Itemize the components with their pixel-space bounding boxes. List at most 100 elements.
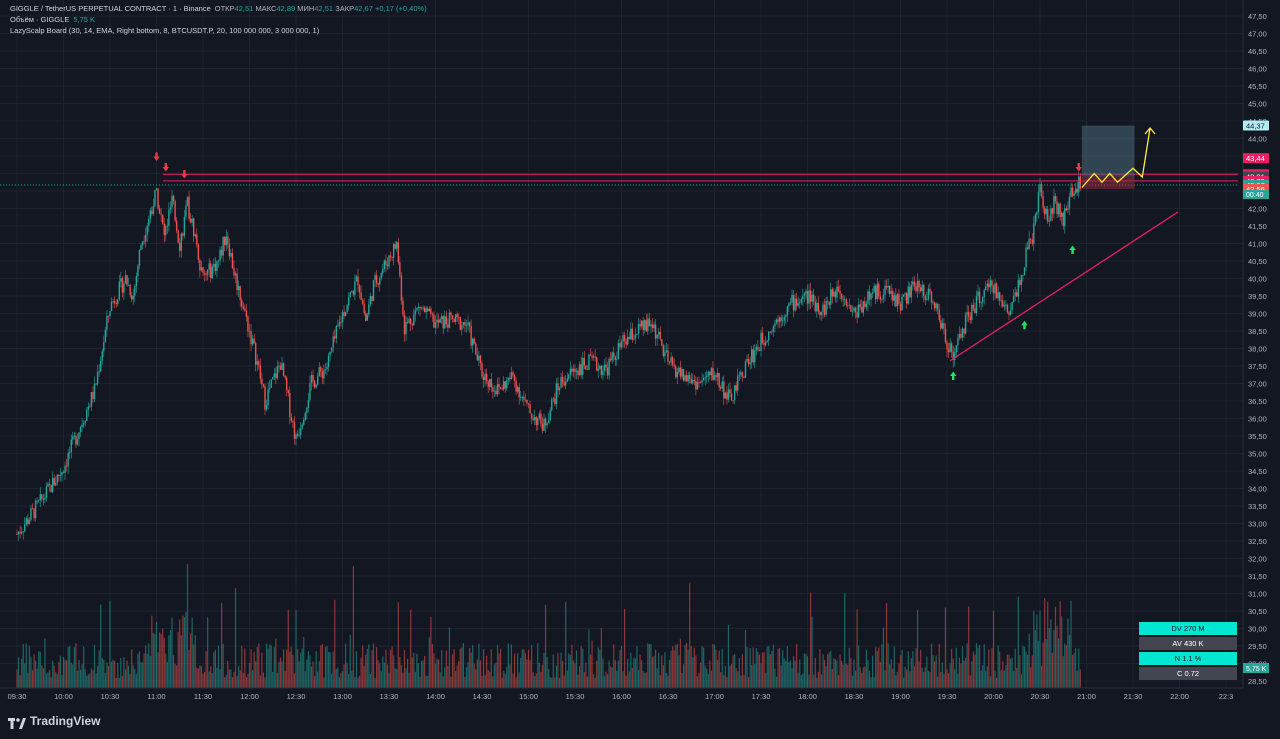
candle-body <box>603 364 606 371</box>
volume-bar <box>1040 665 1043 688</box>
symbol-title[interactable]: GIGGLE / TetherUS PERPETUAL CONTRACT · 1… <box>10 4 211 13</box>
volume-bar <box>526 659 528 688</box>
candle-body <box>561 377 564 383</box>
candle-body <box>400 275 403 301</box>
tradingview-logo[interactable]: TradingView <box>8 714 100 729</box>
volume-bar <box>335 668 337 688</box>
candle-body <box>707 371 709 376</box>
candle-body <box>1042 195 1044 208</box>
candle-body <box>81 424 83 428</box>
volume-bar <box>841 660 843 688</box>
candle-body <box>572 368 575 372</box>
volume-bar <box>636 646 638 688</box>
candle-body <box>219 249 221 261</box>
volume-bar <box>655 649 657 688</box>
candle-body <box>878 283 880 297</box>
volume-bar <box>292 654 294 688</box>
time-tick-label: 15:30 <box>566 692 585 701</box>
indicator-legend[interactable]: LazyScalp Board (30, 14, EMA, Right bott… <box>10 26 320 35</box>
candle-body <box>924 296 926 300</box>
price-tick-label: 38,00 <box>1248 345 1267 354</box>
volume-bar <box>121 675 123 688</box>
volume-bar <box>396 669 398 688</box>
candle-body <box>1016 292 1018 297</box>
volume-bar <box>617 660 619 688</box>
candle-body <box>1011 301 1013 311</box>
volume-bar <box>495 663 497 688</box>
price-tick-label: 29,50 <box>1248 642 1267 651</box>
volume-bar <box>264 677 266 688</box>
volume-bar <box>87 674 89 688</box>
volume-bar <box>630 653 632 688</box>
candle-body <box>898 294 900 304</box>
candle-body <box>509 377 511 380</box>
candle-body <box>578 364 581 376</box>
volume-bar <box>534 676 536 688</box>
candle-body <box>1073 193 1075 196</box>
candle-body <box>512 372 514 376</box>
volume-legend-label[interactable]: Объём · GIGGLE <box>10 15 70 24</box>
volume-bar <box>988 649 990 688</box>
candle-body <box>202 267 204 273</box>
volume-bar <box>653 655 655 688</box>
candle-body <box>1006 304 1009 313</box>
candle-body <box>323 369 325 379</box>
candle-body <box>981 296 984 303</box>
volume-bar <box>904 666 906 688</box>
volume-bar <box>329 652 331 688</box>
candle-body <box>251 338 254 345</box>
candle-body <box>149 210 151 219</box>
volume-bar <box>318 661 320 688</box>
price-tick-label: 34,00 <box>1248 485 1267 494</box>
candle-body <box>36 500 38 502</box>
volume-bar <box>851 675 854 688</box>
candle-body <box>600 365 603 376</box>
volume-bar <box>363 665 365 688</box>
candle-body <box>673 365 675 367</box>
volume-bar <box>775 676 778 688</box>
arrow-down-icon <box>181 170 188 179</box>
volume-bar <box>861 673 863 688</box>
volume-bar <box>236 675 238 688</box>
candle-body <box>292 420 294 422</box>
candle-body <box>744 361 747 378</box>
volume-bar <box>379 663 381 688</box>
candle-body <box>365 313 367 321</box>
volume-bar <box>805 653 807 688</box>
candle-body <box>272 377 274 380</box>
candle-body <box>636 333 638 335</box>
candle-body <box>1065 208 1068 211</box>
volume-bar <box>985 670 987 688</box>
volume-bar <box>366 648 368 688</box>
volume-bar <box>647 643 649 688</box>
candle-body <box>19 531 21 534</box>
volume-bar <box>465 667 468 688</box>
volume-bar <box>95 673 97 688</box>
candle-body <box>100 360 102 372</box>
candle-body <box>171 195 173 208</box>
volume-bar <box>405 668 407 688</box>
volume-bar <box>180 635 182 688</box>
volume-bar <box>1068 634 1071 688</box>
candle-body <box>938 309 940 321</box>
candle-body <box>538 413 541 418</box>
volume-bar <box>1061 616 1063 688</box>
candle-body <box>637 324 640 334</box>
candle-body <box>943 323 945 329</box>
candle-body <box>661 339 663 346</box>
candle-body <box>64 465 66 473</box>
volume-bar <box>162 628 164 688</box>
volume-bar <box>703 647 705 688</box>
candle-body <box>485 373 488 382</box>
volume-bar <box>191 617 193 688</box>
candle-body <box>625 340 627 345</box>
candle-body <box>1045 209 1047 215</box>
candle-body <box>67 452 69 467</box>
candle-body <box>188 196 190 220</box>
candle-body <box>985 286 987 291</box>
candle-body <box>69 452 71 453</box>
candle-body <box>53 478 55 486</box>
volume-bar <box>743 674 745 688</box>
candle-body <box>999 292 1001 301</box>
